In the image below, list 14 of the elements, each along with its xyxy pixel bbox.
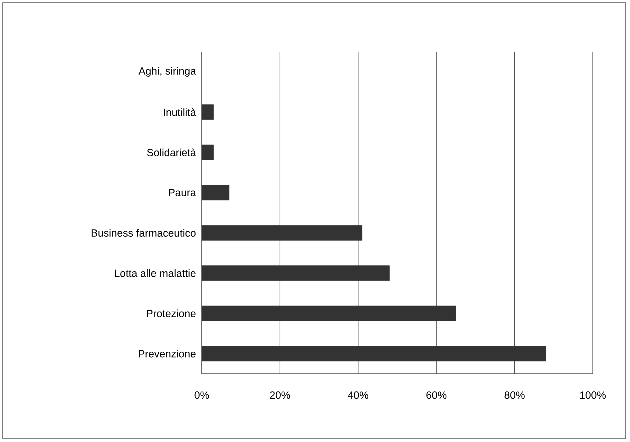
- y-tick-label: Business farmaceutico: [92, 229, 196, 237]
- x-tick-label: 20%: [270, 392, 290, 400]
- x-tick-label: 100%: [580, 392, 606, 400]
- x-tick-label: 40%: [348, 392, 368, 400]
- y-tick-label: Paura: [169, 189, 196, 197]
- y-tick-label: Protezione: [147, 310, 196, 318]
- x-tick-label: 0%: [194, 392, 210, 400]
- y-tick-label: Aghi, siringa: [138, 67, 196, 77]
- x-tick-label: 80%: [504, 392, 525, 400]
- y-tick-label: Prevenzione: [139, 350, 196, 358]
- y-tick-label: Inutilità: [164, 108, 196, 116]
- x-tick-label: 60%: [426, 392, 447, 400]
- y-tick-label: Lotta alle malattie: [115, 270, 196, 278]
- y-tick-label: Solidarietà: [147, 148, 196, 157]
